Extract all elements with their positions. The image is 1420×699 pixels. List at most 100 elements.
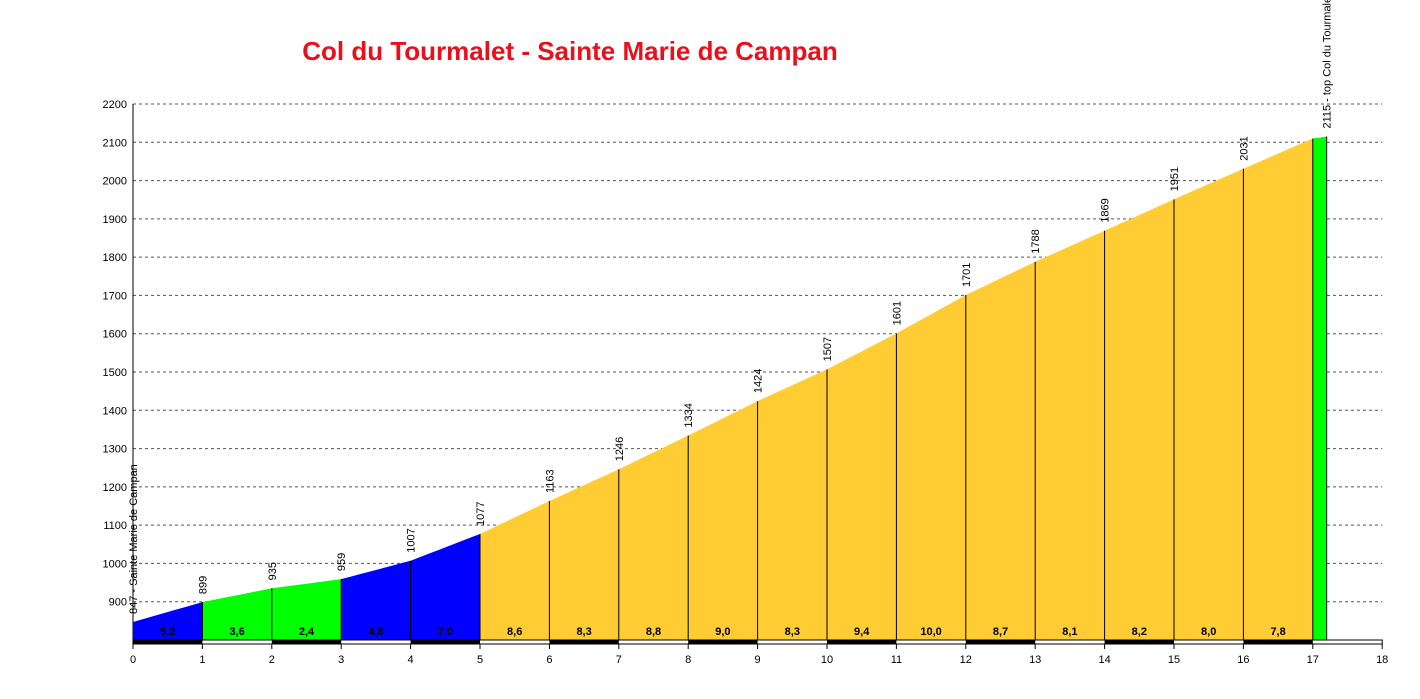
elevation-label: 1701 <box>961 263 973 287</box>
km-bar-block <box>827 640 897 644</box>
y-tick-label: 2000 <box>103 176 127 188</box>
gradient-label: 5,2 <box>160 626 175 638</box>
km-dividers <box>201 136 1328 640</box>
elevation-labels: 847 - Sainte Marie de Campan 899 935 959 100… <box>128 0 1334 614</box>
x-tick-label: 2 <box>269 654 275 666</box>
gradient-label: 8,2 <box>1132 626 1147 638</box>
elevation-label: 1601 <box>891 301 903 325</box>
area-segment <box>1035 230 1105 641</box>
y-tick-label: 2200 <box>103 99 127 111</box>
chart-title: Col du Tourmalet - Sainte Marie de Campa… <box>302 36 838 66</box>
area-segment <box>1104 199 1174 640</box>
elevation-label: 959 <box>336 553 348 571</box>
gradient-label: 8,6 <box>507 626 522 638</box>
gradient-label: 8,7 <box>993 626 1008 638</box>
y-tick-label: 1600 <box>103 329 127 341</box>
x-tick-label: 3 <box>338 654 344 666</box>
area-segment <box>965 261 1036 640</box>
gradient-label: 3,6 <box>229 626 244 638</box>
x-tick-label: 7 <box>616 654 622 666</box>
area-segment <box>896 295 966 640</box>
area-segment <box>133 602 203 640</box>
area-segments <box>133 136 1327 641</box>
x-tick-label: 8 <box>685 654 691 666</box>
area-segment <box>1312 136 1327 641</box>
y-tick-label: 1900 <box>103 214 127 226</box>
area-segment <box>410 533 480 640</box>
area-segment <box>549 469 619 640</box>
x-tick-label: 1 <box>199 654 205 666</box>
area-segment <box>271 579 342 640</box>
gradient-label: 7,0 <box>438 626 453 638</box>
gradient-label: 9,0 <box>715 626 730 638</box>
x-tick-label: 0 <box>130 654 136 666</box>
elevation-label: 899 <box>197 576 209 594</box>
y-axis: 900 1000 1100 1200 1300 1400 1500 1600 1700 1800 1… <box>103 99 134 640</box>
y-tick-label: 900 <box>109 597 127 609</box>
y-tick-label: 1500 <box>103 367 127 379</box>
elevation-label: 1869 <box>1100 198 1112 222</box>
km-bar-block <box>1104 640 1174 644</box>
km-bar <box>132 639 1383 645</box>
gradient-label: 7,8 <box>1270 626 1285 638</box>
area-segment <box>202 588 272 640</box>
area-segment <box>341 560 411 640</box>
y-tick-label: 2100 <box>103 137 127 149</box>
x-tick-label: 18 <box>1376 654 1388 666</box>
elevation-label: 1007 <box>406 528 418 552</box>
elevation-label: 1424 <box>753 369 765 393</box>
x-tick-label: 5 <box>477 654 483 666</box>
x-tick-label: 12 <box>960 654 972 666</box>
x-tick-label: 6 <box>546 654 552 666</box>
elevation-label: 1334 <box>683 403 695 427</box>
elevation-label: 935 <box>267 562 279 580</box>
area-segment <box>480 501 550 640</box>
gradient-label: 4,8 <box>368 626 383 638</box>
x-tick-label: 17 <box>1307 654 1319 666</box>
x-tick-label: 16 <box>1237 654 1249 666</box>
y-tick-label: 1100 <box>103 520 127 532</box>
elevation-label: 1077 <box>475 501 487 525</box>
gradient-label: 9,4 <box>854 626 870 638</box>
y-tick-label: 1300 <box>103 444 127 456</box>
km-bar-block <box>1243 640 1313 644</box>
elevation-label: 1163 <box>544 469 556 493</box>
x-tick-label: 15 <box>1168 654 1180 666</box>
area-segment <box>618 435 689 640</box>
x-tick-label: 13 <box>1029 654 1041 666</box>
gradient-labels: 5,2 3,6 2,4 4,8 7,0 8,6 8,3 8,8 9,0 8,3 9,4 10,0 8,7… <box>160 626 1286 638</box>
area-segment <box>757 369 827 640</box>
x-tick-label: 11 <box>891 654 902 666</box>
x-tick-label: 14 <box>1098 654 1110 666</box>
x-tick-label: 4 <box>408 654 414 666</box>
gradient-label: 2,4 <box>299 626 315 638</box>
x-tick-label: 10 <box>821 654 833 666</box>
elevation-label: 1246 <box>614 437 626 461</box>
km-bar-block <box>410 640 480 644</box>
x-axis: 0 1 2 3 4 5 6 7 8 9 10 11 12 13 14 15 16 17 18 <box>130 644 1388 666</box>
gradient-label: 8,8 <box>646 626 661 638</box>
gradient-label: 8,3 <box>785 626 800 638</box>
y-tick-label: 1700 <box>103 290 127 302</box>
y-tick-label: 1400 <box>103 405 127 417</box>
km-bar-block <box>133 640 203 644</box>
elevation-label: 2031 <box>1238 136 1250 160</box>
gradient-label: 8,3 <box>576 626 591 638</box>
y-tick-label: 1800 <box>103 252 127 264</box>
area-segment <box>1174 168 1244 640</box>
area-segment <box>688 401 758 640</box>
area-segment <box>827 333 897 640</box>
km-bar-block <box>271 640 342 644</box>
elevation-label: 2115 - top Col du Tourmalet <box>1322 0 1334 129</box>
area-segment <box>1243 138 1313 640</box>
gradient-label: 8,0 <box>1201 626 1216 638</box>
y-tick-label: 1200 <box>103 482 127 494</box>
elevation-label: 1951 <box>1169 167 1181 191</box>
km-bar-block <box>549 640 619 644</box>
elevation-label: 1507 <box>822 337 834 361</box>
gradient-label: 10,0 <box>920 626 941 638</box>
elevation-label: 1788 <box>1030 229 1042 253</box>
km-bar-block <box>965 640 1036 644</box>
elevation-label: 847 - Sainte Marie de Campan <box>128 464 140 614</box>
y-tick-label: 1000 <box>103 558 127 570</box>
